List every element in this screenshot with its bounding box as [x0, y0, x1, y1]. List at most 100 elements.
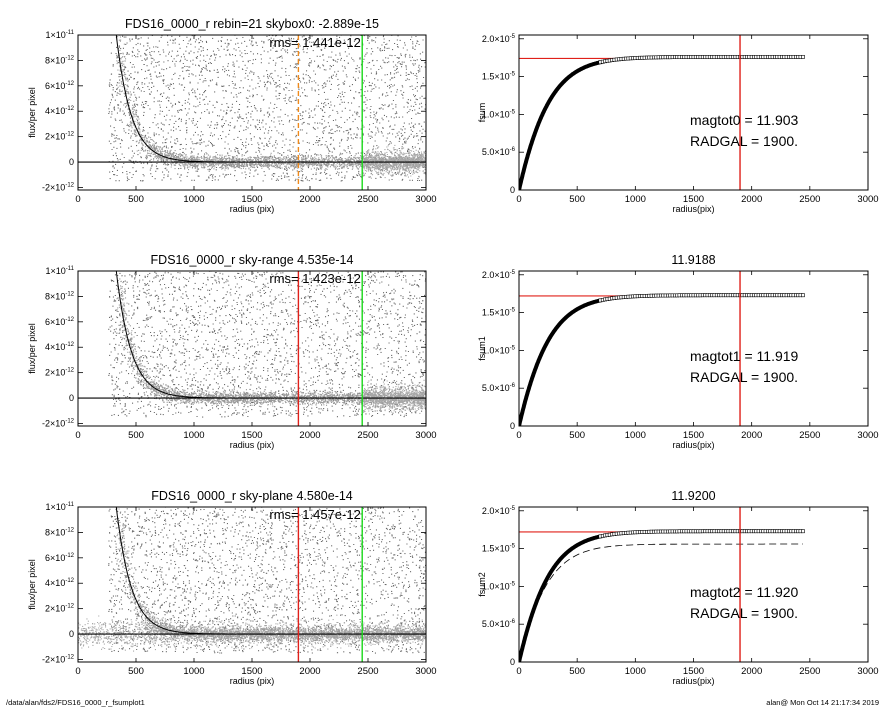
y-tick-label: -2×10-12 [42, 654, 75, 664]
x-tick-label: 0 [516, 430, 521, 441]
scatter-cloud [108, 35, 426, 182]
chart-title: FDS16_0000_r rebin=21 skybox0: -2.889e-1… [125, 17, 379, 31]
y-axis-label: fsum [477, 103, 487, 123]
panel-2: magtot0 = 11.903 RADGAL = 1900. 0 500 1000 15… [477, 34, 879, 214]
growth-point [800, 293, 805, 298]
result-label-2: RADGAL = 1900. [690, 133, 798, 149]
growth-curve-dense [519, 298, 601, 426]
x-tick-label: 2000 [741, 430, 762, 441]
scatter-points [116, 35, 426, 171]
y-tick-label: 4×10-12 [45, 342, 75, 352]
x-tick-label: 0 [516, 194, 521, 205]
y-tick-label: 6×10-12 [45, 81, 75, 91]
scatter-cloud [78, 507, 426, 654]
y-tick-label: 5.0×10-6 [482, 147, 516, 157]
x-tick-label: 2500 [799, 194, 820, 205]
y-tick-label: -2×10-12 [42, 418, 75, 428]
x-tick-label: 3000 [857, 194, 878, 205]
plot-area [78, 507, 426, 662]
x-tick-label: 0 [75, 194, 80, 205]
footer-path: /data/alan/fds2/FDS16_0000_r_fsumplot1 [6, 698, 145, 707]
growth-curve [519, 293, 805, 426]
x-tick-label: 2500 [799, 666, 820, 677]
x-tick-label: 2000 [299, 194, 320, 205]
x-tick-label: 3000 [415, 430, 436, 441]
y-tick-label: 0 [69, 629, 74, 639]
x-tick-label: 1000 [183, 666, 204, 677]
y-tick-label: 1×10-11 [45, 502, 74, 512]
chart-title: 11.9200 [671, 489, 715, 503]
x-axis-label: radius(pix) [672, 440, 714, 450]
y-tick-label: 8×10-12 [45, 527, 75, 537]
growth-point [800, 54, 805, 59]
panels: rms= 1.441e-12 0 500 1000 1500 2000 2500 3000 -2… [27, 17, 879, 686]
y-tick-label: 1×10-11 [45, 266, 74, 276]
plot-area [78, 35, 426, 190]
sky-plane-curve [519, 543, 803, 662]
plot-area [519, 271, 805, 426]
result-label-1: magtot2 = 11.920 [690, 584, 799, 600]
y-axis-label: fsum2 [477, 572, 487, 597]
y-tick-label: 8×10-12 [45, 55, 75, 65]
scatter-points [108, 271, 426, 418]
y-tick-label: 0 [510, 421, 515, 431]
growth-curve-dense [519, 534, 601, 662]
x-tick-label: 1500 [683, 430, 704, 441]
y-tick-label: 1.5×10-5 [482, 544, 516, 554]
x-tick-label: 3000 [415, 194, 436, 205]
chart-title: FDS16_0000_r sky-range 4.535e-14 [151, 253, 354, 267]
rms-annotation: rms= 1.441e-12 [269, 35, 360, 50]
plot-area [519, 507, 805, 662]
x-tick-label: 1500 [683, 666, 704, 677]
result-label-2: RADGAL = 1900. [690, 369, 798, 385]
y-tick-label: 8×10-12 [45, 291, 75, 301]
y-axis-label: flux/per pixel [27, 87, 37, 138]
y-tick-label: 0 [69, 393, 74, 403]
y-tick-label: 0 [510, 185, 515, 195]
x-tick-label: 2000 [299, 666, 320, 677]
x-tick-label: 1500 [683, 194, 704, 205]
x-tick-label: 1500 [241, 666, 262, 677]
footer-timestamp: alan@ Mon Oct 14 21:17:34 2019 [766, 698, 879, 707]
x-tick-label: 2500 [357, 666, 378, 677]
y-tick-label: 6×10-12 [45, 553, 75, 563]
rms-annotation: rms= 1.457e-12 [269, 507, 360, 522]
panel-3: rms= 1.423e-12 0 500 1000 1500 2000 2500 3000 -2… [27, 253, 437, 450]
y-tick-label: 4×10-12 [45, 106, 75, 116]
y-tick-label: 0 [510, 657, 515, 667]
x-tick-label: 3000 [857, 430, 878, 441]
growth-point [800, 529, 805, 534]
y-tick-label: 1.0×10-5 [482, 345, 516, 355]
growth-curve-dense [519, 60, 601, 190]
result-label-2: RADGAL = 1900. [690, 605, 798, 621]
scatter-points [78, 614, 426, 652]
x-tick-label: 1000 [625, 194, 646, 205]
x-axis-label: radius(pix) [672, 676, 714, 686]
chart-title: FDS16_0000_r sky-plane 4.580e-14 [151, 489, 353, 503]
y-tick-label: 0 [69, 157, 74, 167]
x-tick-label: 1000 [625, 430, 646, 441]
x-tick-label: 2000 [741, 194, 762, 205]
result-label-1: magtot0 = 11.903 [690, 112, 799, 128]
y-axis-label: flux/per pixel [27, 323, 37, 374]
x-tick-label: 1500 [241, 194, 262, 205]
scatter-points [108, 507, 426, 654]
panel-6: magtot2 = 11.920 RADGAL = 1900. 0 500 1000 15… [477, 489, 879, 686]
x-tick-label: 2000 [741, 666, 762, 677]
growth-curve [519, 54, 805, 190]
y-tick-label: 2×10-12 [45, 368, 75, 378]
x-tick-label: 500 [128, 194, 144, 205]
x-tick-label: 500 [569, 194, 585, 205]
x-tick-label: 500 [569, 666, 585, 677]
y-tick-label: 1.5×10-5 [482, 308, 516, 318]
result-label-1: magtot1 = 11.919 [690, 348, 799, 364]
chart-title: 11.9188 [671, 253, 715, 267]
y-axis-label: fsum1 [477, 336, 487, 361]
rms-annotation: rms= 1.423e-12 [269, 271, 360, 286]
x-tick-label: 0 [75, 666, 80, 677]
y-tick-label: 2×10-12 [45, 132, 75, 142]
plot-area [78, 271, 426, 426]
x-tick-label: 0 [516, 666, 521, 677]
x-tick-label: 1000 [625, 666, 646, 677]
x-tick-label: 1000 [183, 194, 204, 205]
